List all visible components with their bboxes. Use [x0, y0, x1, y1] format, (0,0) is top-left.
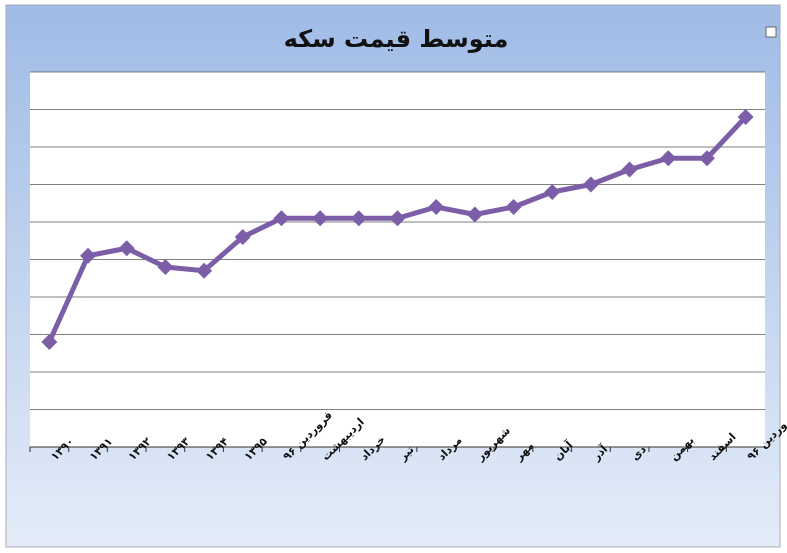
- data-point: [196, 262, 213, 279]
- data-point: [41, 334, 58, 350]
- data-point: [582, 176, 599, 193]
- corner-icon: [765, 26, 777, 38]
- data-point: [505, 199, 522, 215]
- data-point: [234, 229, 251, 245]
- data-point: [350, 210, 367, 227]
- data-point: [157, 259, 174, 275]
- data-point: [621, 161, 638, 178]
- data-point: [428, 199, 445, 215]
- data-point: [80, 247, 97, 264]
- data-point: [273, 210, 290, 227]
- data-point: [698, 150, 715, 167]
- data-point: [118, 240, 135, 257]
- data-point: [389, 210, 406, 227]
- chart-title: متوسط قیمت سکه: [284, 25, 509, 53]
- data-point: [737, 109, 754, 125]
- data-point: [312, 210, 329, 227]
- data-point: [466, 206, 483, 223]
- data-point: [660, 150, 677, 167]
- data-point: [544, 184, 561, 200]
